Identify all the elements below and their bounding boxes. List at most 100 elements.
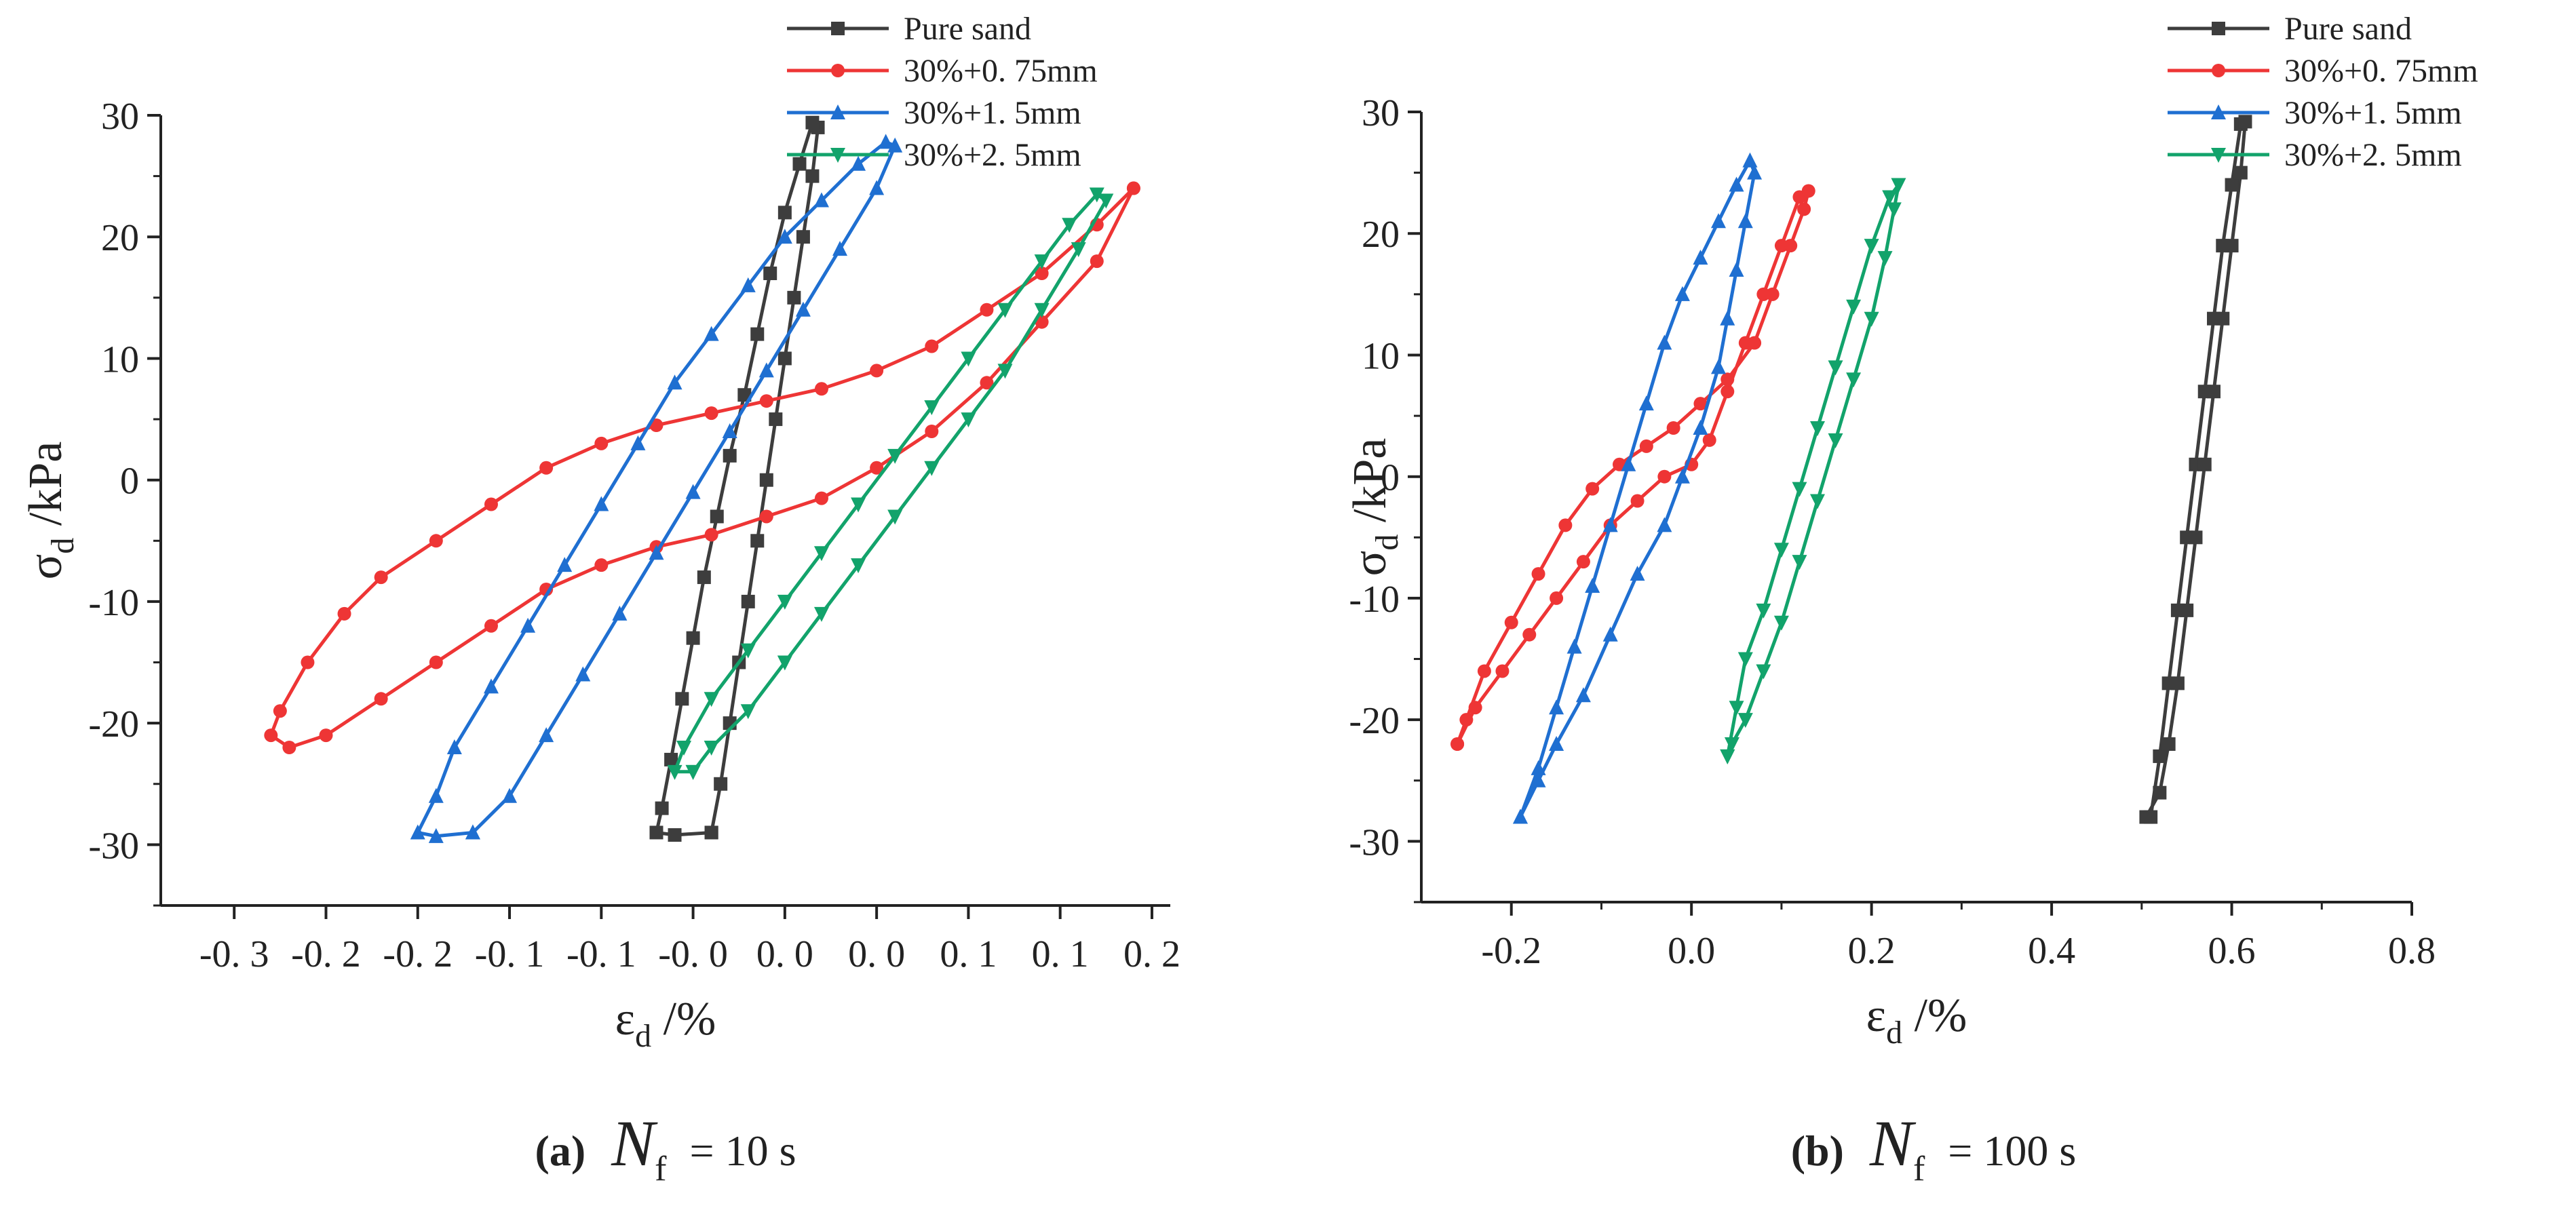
data-point	[1071, 242, 1086, 258]
data-point	[1864, 239, 1879, 254]
data-point	[664, 752, 678, 766]
data-point	[1495, 664, 1510, 678]
x-tick-label: -0. 1	[475, 933, 545, 975]
data-point	[520, 617, 536, 633]
data-point	[1657, 469, 1672, 484]
y-tick-label: -10	[88, 582, 139, 624]
data-point	[1773, 615, 1789, 631]
data-point	[1756, 664, 1771, 680]
data-point	[649, 545, 664, 560]
data-point	[1864, 311, 1879, 327]
data-point	[337, 606, 351, 621]
data-point	[980, 303, 994, 317]
data-point	[997, 303, 1013, 318]
data-point	[1702, 433, 1716, 447]
x-axis-subscript: d	[635, 1018, 651, 1054]
data-point	[924, 400, 940, 416]
data-point	[769, 412, 783, 427]
y-tick-label: 30	[1362, 92, 1400, 134]
data-point	[792, 157, 807, 171]
data-point	[1531, 772, 1546, 787]
data-point	[1737, 213, 1753, 229]
series-2	[410, 134, 903, 843]
data-point	[319, 728, 333, 743]
legend-marker	[831, 22, 845, 35]
data-point	[1720, 310, 1735, 326]
data-point	[722, 423, 737, 438]
data-point	[704, 825, 718, 840]
legend-marker	[830, 148, 845, 163]
data-point	[1575, 687, 1591, 703]
y-tick-label: -20	[1349, 700, 1400, 742]
data-point	[1602, 626, 1618, 642]
data-point	[814, 382, 828, 396]
data-point	[264, 728, 278, 743]
data-point	[1828, 433, 1843, 448]
data-point	[813, 546, 829, 562]
data-point	[1784, 239, 1798, 253]
data-point	[668, 828, 682, 842]
data-point	[1693, 250, 1708, 265]
data-point	[1729, 176, 1744, 192]
data-point	[704, 528, 718, 542]
data-point	[1742, 152, 1758, 168]
y-tick-label: -30	[1349, 821, 1400, 863]
data-point	[1756, 603, 1771, 619]
legend: Pure sand 30%+0. 75mm 30%+1. 5mm 30%+2. 5mm	[2168, 11, 2478, 173]
x-tick-label: 0.6	[2208, 930, 2256, 972]
data-point	[1711, 213, 1726, 229]
data-point	[1035, 267, 1049, 280]
legend-label: 30%+1. 5mm	[904, 95, 1081, 131]
series-line	[1725, 183, 1900, 757]
panel-caption: (a) Nf = 10 s	[535, 1107, 796, 1188]
data-point	[1737, 652, 1753, 667]
data-point	[1747, 164, 1763, 180]
data-point	[1810, 494, 1825, 509]
data-point	[1126, 181, 1140, 195]
x-tick-label: 0.4	[2028, 930, 2075, 972]
y-tick-label: 0	[120, 461, 139, 503]
data-point	[723, 448, 737, 463]
y-tick-label: 0	[1381, 457, 1400, 499]
data-point	[710, 509, 724, 524]
legend-label: Pure sand	[2284, 11, 2412, 47]
data-point	[1550, 591, 1564, 605]
data-point	[1765, 287, 1780, 301]
y-tick-label: -10	[1349, 579, 1400, 621]
x-tick-label: 0. 2	[1123, 933, 1180, 975]
data-point	[1724, 737, 1739, 752]
x-tick-label: -0. 1	[566, 933, 636, 975]
data-point	[1737, 713, 1753, 728]
data-point	[1558, 518, 1573, 532]
data-point	[878, 134, 893, 149]
data-point	[1797, 202, 1811, 216]
data-point	[655, 801, 669, 815]
data-point	[740, 643, 756, 659]
series-3	[1720, 178, 1906, 764]
y-axis-symbol: σ	[20, 554, 72, 580]
data-point	[1621, 456, 1636, 471]
data-point	[1639, 439, 1653, 453]
legend-marker	[831, 64, 845, 77]
data-point	[649, 825, 664, 840]
data-point	[758, 362, 774, 378]
data-point	[575, 666, 591, 682]
data-point	[1513, 808, 1528, 824]
data-point	[1090, 254, 1104, 269]
data-point	[1748, 336, 1762, 350]
data-point	[1773, 543, 1789, 558]
data-point	[1729, 701, 1744, 716]
x-axis-title: εd /%	[1866, 990, 1967, 1051]
data-point	[814, 491, 828, 505]
data-point	[1792, 555, 1807, 570]
data-point	[685, 764, 701, 780]
series-3	[667, 187, 1114, 780]
data-point	[2216, 311, 2230, 326]
data-point	[1585, 482, 1600, 496]
x-tick-label: -0.2	[1481, 930, 1541, 972]
data-point	[740, 704, 756, 720]
x-axis-symbol: ε	[1866, 990, 1886, 1042]
data-point	[851, 497, 866, 513]
data-point	[685, 484, 701, 499]
data-point	[676, 741, 692, 756]
